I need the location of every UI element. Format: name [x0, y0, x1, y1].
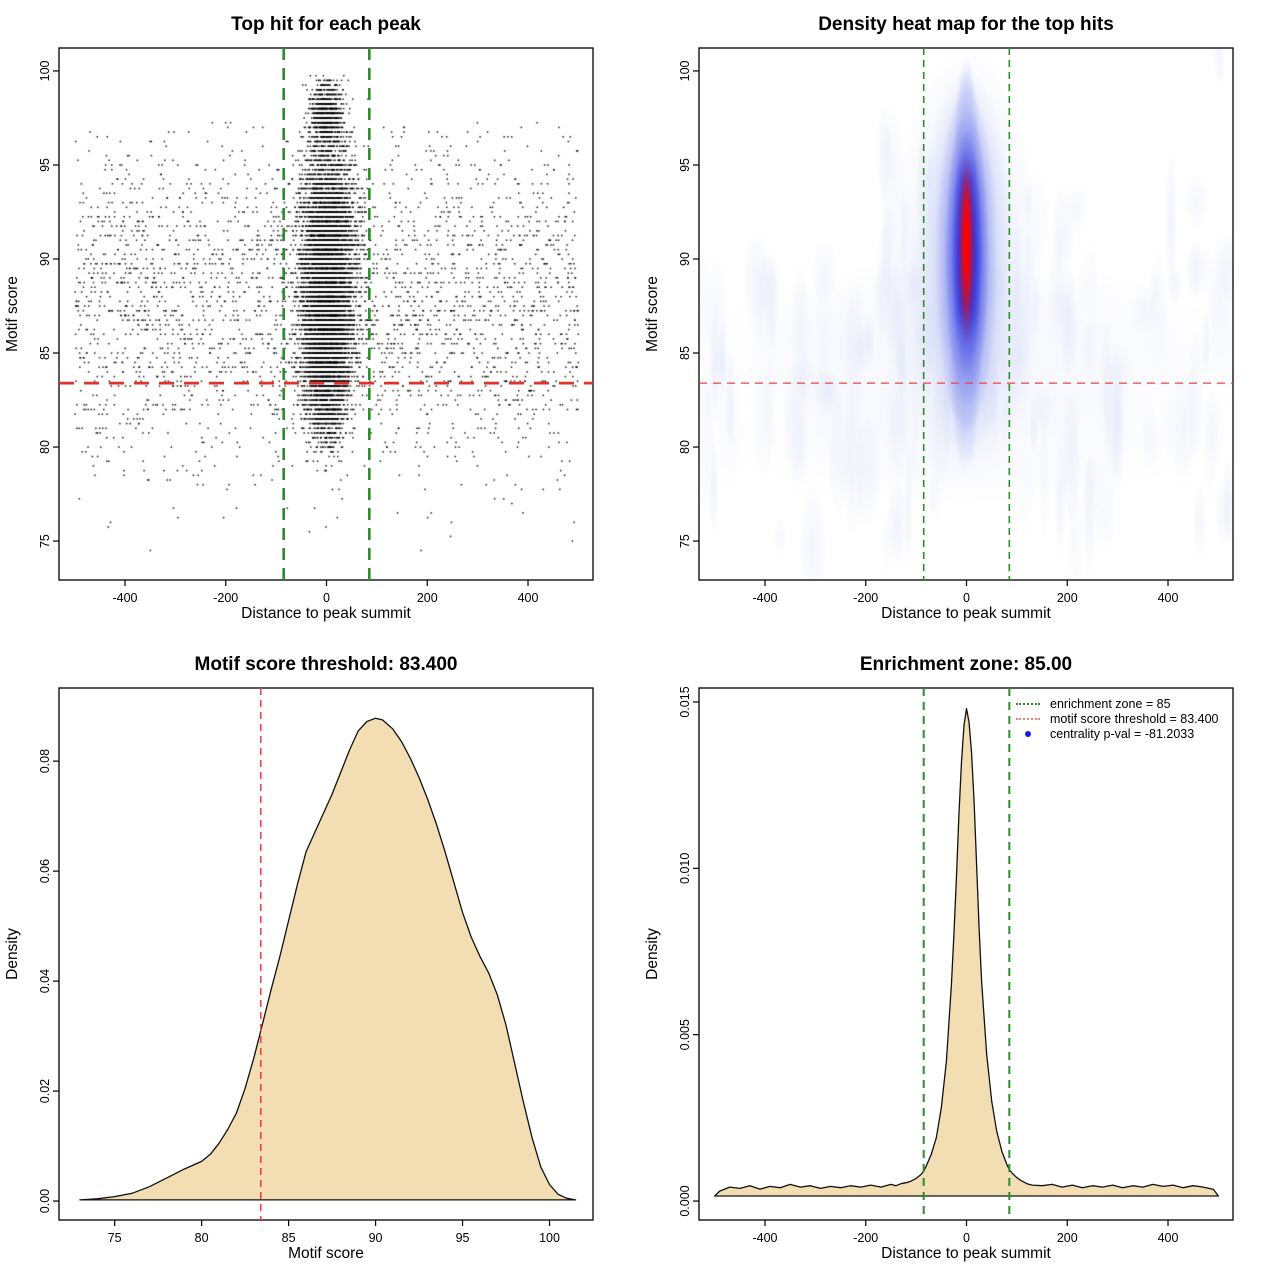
- blue-dot-icon: [1025, 730, 1031, 737]
- svg-text:75: 75: [38, 534, 52, 548]
- svg-text:75: 75: [108, 1231, 122, 1245]
- svg-text:80: 80: [678, 440, 692, 454]
- svg-text:400: 400: [518, 591, 539, 605]
- svg-text:95: 95: [678, 158, 692, 172]
- panel-heatmap: -400 -200 0 200 400 75 80 85 90 95 100 Density hea…: [640, 0, 1280, 640]
- chart-title: Density heat map for the top hits: [818, 14, 1114, 35]
- svg-text:-200: -200: [853, 1231, 878, 1245]
- chart-title: Motif score threshold: 83.400: [195, 654, 458, 675]
- x-axis-label: Distance to peak summit: [241, 605, 411, 622]
- legend-item-score-threshold: motif score threshold = 83.400: [1016, 711, 1219, 726]
- heatmap-axes-svg: -400 -200 0 200 400 75 80 85 90 95 100 Density hea…: [644, 14, 1234, 622]
- svg-text:0.015: 0.015: [678, 686, 692, 717]
- marks-layer: [59, 48, 593, 580]
- svg-text:0.000: 0.000: [678, 1185, 692, 1216]
- svg-text:85: 85: [38, 346, 52, 360]
- position-density-svg: -400 -200 0 200 400 0.000 0.005 0.010 0.015 Enri…: [644, 654, 1234, 1262]
- axes-layer: -400 -200 0 200 400 0.000 0.005 0.010 0.015: [678, 686, 1234, 1245]
- svg-text:95: 95: [456, 1231, 470, 1245]
- red-dotted-line-icon: [1016, 717, 1040, 720]
- svg-text:200: 200: [1057, 591, 1078, 605]
- svg-text:400: 400: [1158, 591, 1179, 605]
- marks-layer: [699, 48, 1233, 580]
- scatter-axes-svg: -400 -200 0 200 400 75 80 85 90 95 100 Top hit for…: [4, 14, 594, 622]
- y-axis-label: Motif score: [4, 276, 21, 352]
- svg-text:-400: -400: [112, 591, 137, 605]
- svg-text:100: 100: [539, 1231, 560, 1245]
- svg-text:75: 75: [678, 534, 692, 548]
- legend-label: centrality p-val = -81.2033: [1050, 726, 1195, 741]
- y-axis-label: Density: [4, 928, 21, 980]
- svg-text:0.08: 0.08: [38, 749, 52, 773]
- axes-layer: -400 -200 0 200 400 75 80 85 90 95 100: [678, 47, 1234, 605]
- svg-text:-400: -400: [752, 1231, 777, 1245]
- legend-item-enrichment-zone: enrichment zone = 85: [1016, 696, 1219, 711]
- chart-title: Enrichment zone: 85.00: [860, 654, 1072, 675]
- chart-title: Top hit for each peak: [231, 14, 421, 35]
- svg-text:85: 85: [678, 346, 692, 360]
- panel-score-density: 75 80 85 90 95 100 0.00 0.02 0.04 0.06 0.08 Motif …: [0, 640, 640, 1280]
- score-density-svg: 75 80 85 90 95 100 0.00 0.02 0.04 0.06 0.08 Motif …: [4, 654, 594, 1262]
- legend-label: motif score threshold = 83.400: [1050, 711, 1219, 726]
- y-axis-label: Density: [644, 928, 661, 980]
- svg-text:-400: -400: [752, 591, 777, 605]
- green-dotted-line-icon: [1016, 702, 1040, 705]
- svg-text:0.00: 0.00: [38, 1189, 52, 1213]
- blue-dot-icon-wrap: [1016, 730, 1040, 737]
- svg-text:-200: -200: [853, 591, 878, 605]
- svg-text:85: 85: [282, 1231, 296, 1245]
- svg-text:0.005: 0.005: [678, 1019, 692, 1050]
- svg-text:100: 100: [678, 60, 692, 81]
- svg-text:90: 90: [38, 252, 52, 266]
- svg-text:0: 0: [963, 1231, 970, 1245]
- panel-position-density: -400 -200 0 200 400 0.000 0.005 0.010 0.015 Enri…: [640, 640, 1280, 1280]
- svg-text:0: 0: [323, 591, 330, 605]
- svg-text:0.06: 0.06: [38, 859, 52, 883]
- legend-item-centrality-pval: centrality p-val = -81.2033: [1016, 726, 1219, 741]
- panel-scatter: -400 -200 0 200 400 75 80 85 90 95 100 Top hit for…: [0, 0, 640, 640]
- svg-text:200: 200: [417, 591, 438, 605]
- area-layer: [79, 717, 577, 1201]
- x-axis-label: Motif score: [288, 1245, 364, 1262]
- legend-label: enrichment zone = 85: [1050, 696, 1171, 711]
- svg-text:80: 80: [195, 1231, 209, 1245]
- svg-text:0: 0: [963, 591, 970, 605]
- y-axis-label: Motif score: [644, 276, 661, 352]
- legend: enrichment zone = 85 motif score thresho…: [1016, 696, 1219, 741]
- svg-text:0.02: 0.02: [38, 1079, 52, 1103]
- svg-text:400: 400: [1158, 1231, 1179, 1245]
- x-axis-label: Distance to peak summit: [881, 605, 1051, 622]
- svg-text:0.04: 0.04: [38, 969, 52, 993]
- svg-text:90: 90: [369, 1231, 383, 1245]
- marks-layer: [922, 688, 1011, 1220]
- svg-text:200: 200: [1057, 1231, 1078, 1245]
- svg-text:100: 100: [38, 60, 52, 81]
- axes-layer: -400 -200 0 200 400 75 80 85 90 95 100: [38, 47, 594, 605]
- svg-text:90: 90: [678, 252, 692, 266]
- svg-text:-200: -200: [213, 591, 238, 605]
- axes-layer: 75 80 85 90 95 100 0.00 0.02 0.04 0.06 0.08: [38, 687, 594, 1245]
- svg-text:80: 80: [38, 440, 52, 454]
- area-layer: [713, 707, 1220, 1197]
- heatmap-canvas: [640, 0, 1280, 640]
- scatter-points-canvas: [0, 0, 640, 640]
- x-axis-label: Distance to peak summit: [881, 1245, 1051, 1262]
- svg-text:95: 95: [38, 158, 52, 172]
- svg-text:0.010: 0.010: [678, 853, 692, 884]
